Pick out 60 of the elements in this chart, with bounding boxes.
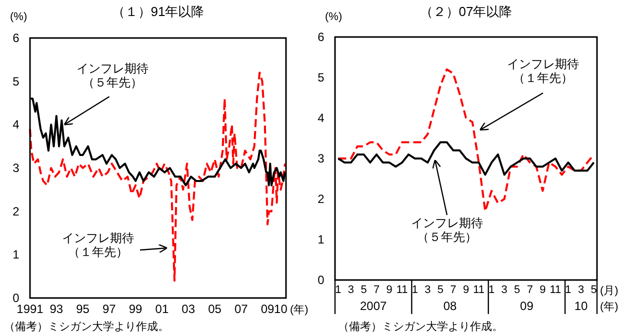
x-tick-label: 11 <box>473 284 484 296</box>
x-tick-label: 1 <box>488 284 495 296</box>
annotation: インフレ期待（５年先） <box>76 62 148 90</box>
x-tick-label: 1 <box>335 284 342 296</box>
y-tick-label: 3 <box>12 161 20 175</box>
y-tick-label: 0 <box>12 291 20 305</box>
x-tick-label: 3 <box>578 284 584 296</box>
x-tick-label: 7 <box>373 284 380 296</box>
annotation: インフレ期待（１年先） <box>62 231 134 259</box>
x-tick-label: 3 <box>501 284 508 296</box>
y-tick-label: 4 <box>318 111 325 125</box>
chart-title: （２）07年以降 <box>420 4 512 19</box>
x-tick-label: 9 <box>462 284 470 296</box>
y-tick-label: 4 <box>12 118 20 132</box>
y-tick-label: 5 <box>318 70 325 84</box>
x-tick-label: 10 <box>274 302 288 316</box>
x-tick-label: 03 <box>182 302 196 316</box>
y-tick-label: 0 <box>318 273 325 287</box>
x-tick-label: 99 <box>128 302 143 316</box>
annotation: インフレ期待（１年先） <box>507 57 579 85</box>
y-tick-label: 2 <box>12 204 20 218</box>
x-tick-label: 5 <box>437 284 444 296</box>
text: （備考）ミシガン大学より作成。 <box>4 320 169 333</box>
annotation: インフレ期待（５年先） <box>411 216 483 244</box>
y-tick-label: 1 <box>318 232 325 246</box>
x-tick-label: 11 <box>550 284 562 296</box>
x-tick-label: 93 <box>50 302 64 316</box>
x-tick-label: 9 <box>386 284 392 296</box>
x-tick-label: 07 <box>234 302 248 316</box>
x-tick-label: 5 <box>590 284 597 296</box>
chart-title: （１）91年以降 <box>112 4 204 19</box>
y-tick-label: 6 <box>12 31 20 45</box>
x-tick-label: 3 <box>348 284 354 296</box>
y-tick-label: 3 <box>318 152 325 166</box>
x-tick-label: 1 <box>412 284 418 296</box>
x-tick-label: 11 <box>396 284 408 296</box>
x-tick-label: 5 <box>360 284 367 296</box>
x-tick-label: 05 <box>208 302 222 316</box>
y-axis-title: (%) <box>10 11 28 23</box>
x-tick-label: 95 <box>76 302 90 316</box>
x-tick-label: 7 <box>526 284 533 296</box>
x-tick-label: 5 <box>514 284 520 296</box>
x-tick-label: 1991 <box>16 302 44 316</box>
x-tick-label: 97 <box>102 302 116 316</box>
text: 08 <box>443 299 458 313</box>
text: （備考）ミシガン大学より作成。 <box>338 320 503 333</box>
x-tick-label: 09 <box>260 302 275 316</box>
text: 2007 <box>360 299 388 313</box>
x-tick-label: 7 <box>450 284 456 296</box>
y-tick-label: 6 <box>318 30 325 44</box>
y-tick-label: 5 <box>12 74 20 88</box>
x-tick-label: 01 <box>155 302 169 316</box>
x-tick-label: 9 <box>540 284 546 296</box>
y-tick-label: 2 <box>318 192 325 206</box>
y-tick-label: 1 <box>12 248 20 262</box>
x-tick-label: 1 <box>565 284 572 296</box>
y-axis-title: (%) <box>325 11 342 23</box>
x-axis-title: (年) <box>290 304 308 316</box>
x-tick-label: 3 <box>424 284 431 296</box>
x-axis-title: (月) (年) <box>600 285 618 313</box>
